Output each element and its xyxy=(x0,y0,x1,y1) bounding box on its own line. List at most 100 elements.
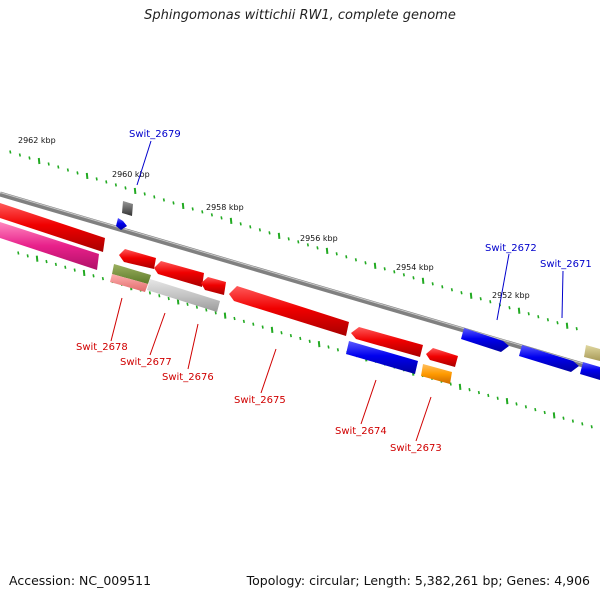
inner-tick xyxy=(167,296,170,301)
inner-tick xyxy=(252,322,255,326)
gene-red-2674[interactable] xyxy=(351,327,423,357)
outer-tick xyxy=(441,285,444,289)
outer-tick xyxy=(124,186,127,190)
gene-swit-2675[interactable] xyxy=(229,286,349,336)
outer-tick xyxy=(249,225,252,229)
outer-tick xyxy=(575,327,578,331)
outer-tick xyxy=(306,243,309,247)
outer-tick xyxy=(412,276,415,280)
outer-tick xyxy=(479,297,482,301)
inner-tick xyxy=(534,407,537,412)
outer-tick xyxy=(258,228,261,232)
gene-swit-2674[interactable] xyxy=(346,341,418,374)
outer-tick xyxy=(527,312,530,316)
inner-tick xyxy=(205,308,208,312)
inner-tick xyxy=(299,336,302,341)
outer-tick xyxy=(489,300,492,304)
gene-label-swit-2674[interactable]: Swit_2674 xyxy=(335,426,387,437)
outer-tick xyxy=(153,195,156,199)
inner-tick xyxy=(280,331,283,335)
gene-label-swit-2675[interactable]: Swit_2675 xyxy=(234,395,286,406)
inner-tick xyxy=(552,412,556,419)
kbp-label-2952: 2952 kbp xyxy=(492,291,530,300)
inner-tick xyxy=(468,388,471,392)
kbp-label-2960: 2960 kbp xyxy=(112,170,150,179)
inner-tick xyxy=(26,254,29,258)
gene-label-swit-2672[interactable]: Swit_2672 xyxy=(485,243,537,254)
gene-label-swit-2678[interactable]: Swit_2678 xyxy=(76,342,128,353)
gene-label-swit-2673[interactable]: Swit_2673 xyxy=(390,443,442,454)
gene-swit-2677-olive[interactable] xyxy=(112,264,151,284)
inner-tick xyxy=(54,262,57,267)
outer-tick xyxy=(469,292,473,299)
kbp-label-2958: 2958 kbp xyxy=(206,203,244,212)
inner-tick xyxy=(336,348,339,352)
inner-tick xyxy=(35,255,39,262)
outer-tick xyxy=(556,321,559,325)
outer-tick xyxy=(383,267,386,271)
gene-swit-2672[interactable] xyxy=(461,328,509,352)
outer-tick xyxy=(143,192,146,196)
label-leader-lines xyxy=(110,140,564,442)
outer-tick-ring xyxy=(9,150,578,331)
outer-tick xyxy=(325,247,329,254)
outer-tick xyxy=(460,291,463,295)
outer-tick xyxy=(18,153,21,157)
gene-swit-2676-red[interactable] xyxy=(201,277,226,295)
outer-tick xyxy=(373,262,377,269)
gene-swit-2677-salmon[interactable] xyxy=(110,274,148,292)
forward-strand-features xyxy=(116,201,600,380)
gene-label-swit-2679[interactable]: Swit_2679 xyxy=(129,129,181,140)
gene-khaki-feature[interactable] xyxy=(584,345,600,361)
inner-tick xyxy=(148,291,151,295)
gene-swit-2673[interactable] xyxy=(421,364,452,384)
gene-swit-2679-arrow[interactable] xyxy=(116,218,127,230)
outer-tick xyxy=(66,168,69,172)
gene-swit-2678-red[interactable] xyxy=(119,249,156,269)
outer-tick xyxy=(335,252,338,256)
gene-left-red[interactable] xyxy=(0,203,105,252)
inner-tick xyxy=(317,341,321,348)
gene-left-pink[interactable] xyxy=(0,222,99,270)
gene-label-swit-2677[interactable]: Swit_2677 xyxy=(120,357,172,368)
outer-tick xyxy=(354,258,357,262)
outer-tick xyxy=(37,157,41,165)
outer-tick xyxy=(105,180,108,184)
inner-tick xyxy=(458,383,462,390)
inner-tick xyxy=(515,402,518,406)
outer-tick xyxy=(268,231,271,235)
outer-tick xyxy=(9,150,12,154)
inner-tick xyxy=(92,274,95,278)
kbp-label-2962: 2962 kbp xyxy=(18,136,56,145)
gene-blue-edge[interactable] xyxy=(580,362,600,380)
gene-dark-feature[interactable] xyxy=(122,201,133,216)
outer-tick xyxy=(345,255,348,259)
inner-tick xyxy=(524,405,527,409)
gene-swit-2676-grey[interactable] xyxy=(147,279,220,312)
outer-tick xyxy=(364,261,367,265)
outer-tick xyxy=(565,322,569,329)
gene-swit-2671[interactable] xyxy=(519,345,579,372)
gene-label-swit-2671[interactable]: Swit_2671 xyxy=(540,259,592,270)
inner-tick xyxy=(571,419,574,423)
inner-tick xyxy=(186,302,189,306)
outer-tick xyxy=(297,240,300,244)
outer-tick xyxy=(431,282,434,286)
outer-tick xyxy=(181,202,185,210)
inner-tick xyxy=(261,325,264,329)
gene-red-2673[interactable] xyxy=(426,348,458,367)
accession-label: Accession: NC_009511 xyxy=(9,573,152,588)
outer-tick xyxy=(421,277,425,284)
outer-tick xyxy=(85,172,89,180)
outer-tick xyxy=(201,210,204,214)
gene-swit-2677-red[interactable] xyxy=(154,261,204,287)
outer-tick xyxy=(537,315,540,319)
gene-label-swit-2676[interactable]: Swit_2676 xyxy=(162,372,214,383)
inner-tick xyxy=(233,316,236,321)
kbp-label-2956: 2956 kbp xyxy=(300,234,338,243)
outer-tick xyxy=(172,201,175,205)
reverse-strand-features xyxy=(0,203,458,384)
inner-tick xyxy=(487,393,490,398)
